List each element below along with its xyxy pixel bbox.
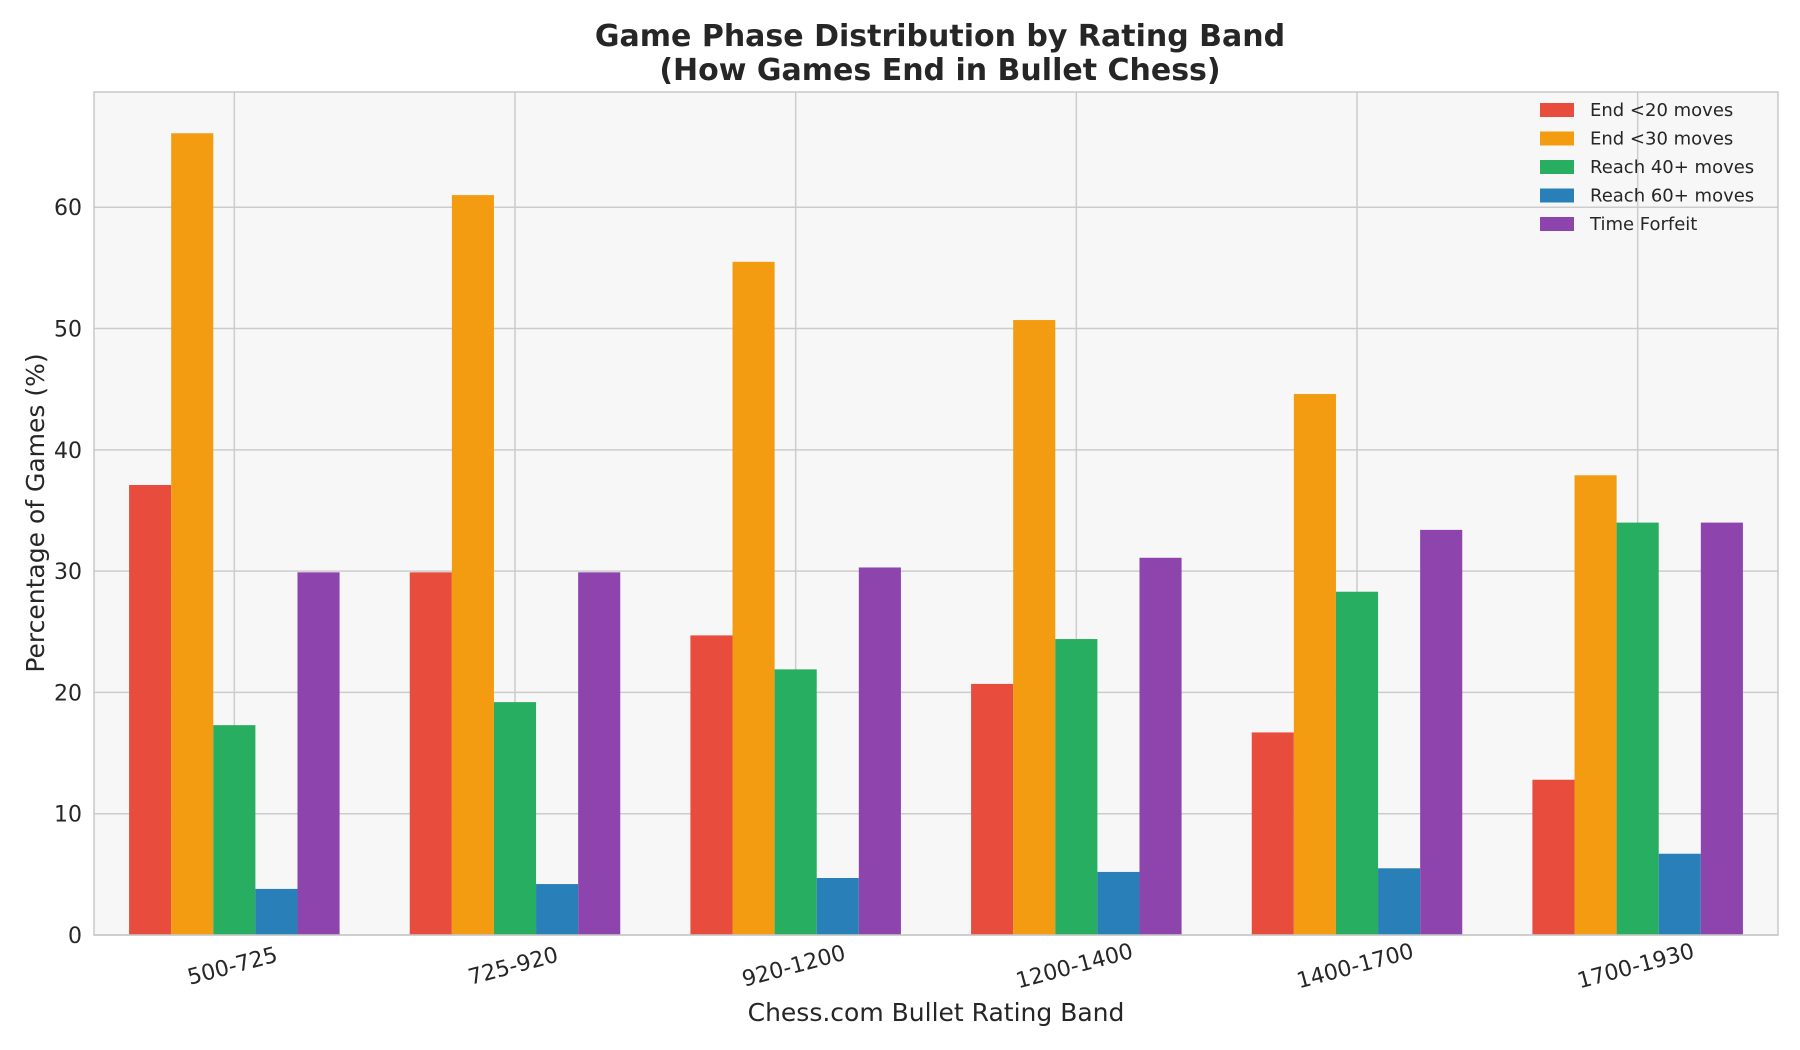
bar — [297, 572, 340, 935]
y-axis-label: Percentage of Games (%) — [21, 353, 50, 672]
x-tick-label: 920-1200 — [740, 941, 849, 993]
x-axis-label: Chess.com Bullet Rating Band — [748, 998, 1125, 1027]
bar — [1335, 591, 1379, 935]
bar — [129, 484, 172, 935]
bar — [1420, 529, 1463, 935]
legend-swatch — [1540, 188, 1574, 203]
chart-title-line-1: Game Phase Distribution by Rating Band — [595, 19, 1285, 54]
legend: End <20 moves End <30 moves Reach 40+ move… — [1540, 100, 1754, 235]
y-tick-label: 40 — [54, 439, 82, 464]
bar — [1616, 522, 1659, 935]
bar — [816, 877, 859, 935]
x-tick-label: 725-920 — [466, 943, 561, 991]
legend-label: Reach 60+ moves — [1590, 186, 1754, 207]
bar — [1378, 868, 1421, 935]
legend-label: End <20 moves — [1590, 100, 1733, 121]
legend-swatch — [1540, 217, 1574, 231]
bar — [409, 572, 452, 935]
bar — [971, 683, 1014, 935]
plot-area — [94, 92, 1778, 935]
legend-label: End <30 moves — [1590, 129, 1733, 150]
bar — [690, 635, 733, 935]
bar — [578, 572, 621, 935]
legend-label: Time Forfeit — [1589, 214, 1697, 235]
chart-title-line-2: (How Games End in Bullet Chess) — [659, 53, 1220, 88]
y-tick-label: 10 — [54, 803, 82, 828]
bar — [858, 567, 901, 935]
bars — [129, 133, 1743, 936]
bar — [1251, 732, 1294, 935]
legend-swatch — [1540, 131, 1574, 146]
x-tick-label: 1700-1930 — [1575, 939, 1697, 994]
legend-label: Reach 40+ moves — [1590, 157, 1754, 178]
y-tick-label: 50 — [54, 318, 82, 343]
y-tick-label: 30 — [54, 560, 82, 585]
bar — [774, 669, 817, 935]
x-axis-ticks: 500-725 725-920 920-1200 1200-1400 1400-1700… — [185, 939, 1697, 994]
plot-frame — [93, 91, 1779, 936]
x-tick-label: 1400-1700 — [1294, 939, 1416, 994]
bar — [1055, 639, 1098, 935]
bar — [1574, 475, 1617, 935]
y-tick-label: 0 — [68, 924, 82, 949]
legend-swatch — [1540, 103, 1574, 117]
y-tick-label: 60 — [54, 196, 82, 221]
bar — [171, 133, 214, 935]
y-tick-label: 20 — [54, 681, 82, 706]
bar — [213, 725, 256, 935]
bar — [1532, 779, 1575, 935]
legend-swatch — [1540, 160, 1574, 174]
bar — [255, 888, 298, 935]
bar — [1293, 394, 1336, 935]
bar — [1139, 557, 1182, 935]
bar — [536, 884, 579, 935]
bar — [1700, 522, 1743, 935]
x-tick-label: 1200-1400 — [1013, 939, 1135, 994]
bar — [1013, 320, 1056, 935]
bar — [493, 702, 537, 935]
bar — [1097, 871, 1140, 935]
bar — [451, 195, 494, 936]
bar — [1658, 853, 1701, 935]
x-tick-label: 500-725 — [185, 943, 280, 991]
y-axis-ticks: 0 10 20 30 40 50 60 — [54, 196, 82, 949]
bar — [732, 261, 775, 935]
